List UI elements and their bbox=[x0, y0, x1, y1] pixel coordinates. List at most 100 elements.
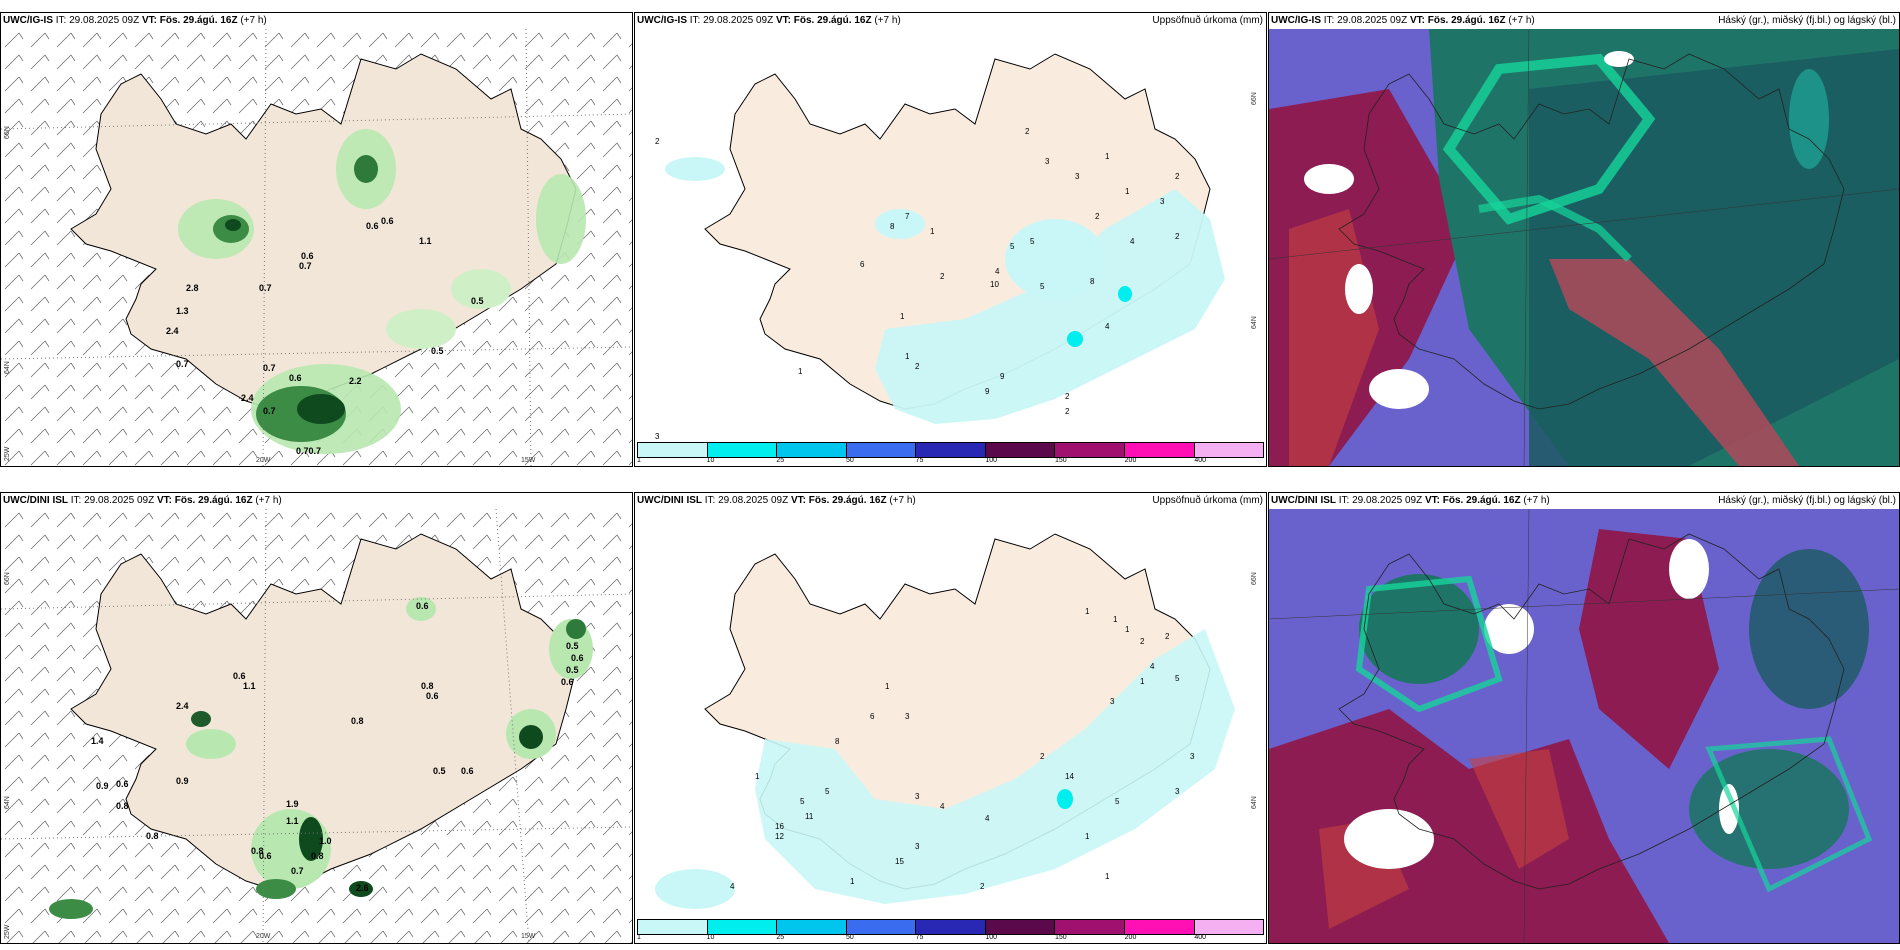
lon-label: 25W bbox=[4, 924, 11, 939]
precip-value: 5 bbox=[1030, 237, 1035, 246]
gust-value: 1.9 bbox=[286, 799, 299, 809]
gust-value: 0.6 bbox=[366, 221, 379, 231]
lon-label: 20W bbox=[256, 933, 271, 940]
precip-value: 5 bbox=[800, 797, 805, 806]
gust-value: 0.5 bbox=[433, 766, 446, 776]
colorbar-tick-label: 1 bbox=[637, 457, 641, 464]
precip-value: 8 bbox=[890, 222, 895, 231]
gust-value: 0.5 bbox=[566, 641, 579, 651]
precip-value: 4 bbox=[985, 814, 990, 823]
lat-label: 64N bbox=[4, 361, 11, 374]
precip-value: 5 bbox=[1010, 242, 1015, 251]
precip-value: 4 bbox=[1150, 662, 1155, 671]
colorbar-swatch bbox=[985, 443, 1056, 457]
lat-label: 64N bbox=[1251, 316, 1258, 329]
gust-value: 0.8 bbox=[251, 846, 264, 856]
lon-label: 25W bbox=[4, 446, 11, 461]
lon-label: 20W bbox=[256, 457, 271, 464]
gust-value: 0.7 bbox=[176, 359, 189, 369]
precip-value: 1 bbox=[900, 312, 905, 321]
colorbar-tick-label: 25 bbox=[776, 457, 785, 464]
precip-value: 15 bbox=[895, 857, 904, 866]
precip-value: 1 bbox=[1125, 625, 1130, 634]
colorbar-swatch bbox=[1194, 443, 1264, 457]
precip-value: 3 bbox=[915, 792, 920, 801]
precip-value: 1 bbox=[905, 352, 910, 361]
gust-value: 0.7 bbox=[291, 866, 304, 876]
lat-label: 64N bbox=[4, 796, 11, 809]
lon-label: 15W bbox=[521, 457, 536, 464]
precip-value: 1 bbox=[1140, 677, 1145, 686]
precip-value: 5 bbox=[1175, 674, 1180, 683]
panel-bot-cloud: UWC/DINI ISL IT: 29.08.2025 09Z VT: Fös.… bbox=[1268, 492, 1900, 944]
panel-field-label: Uppsöfnuð úrkoma (mm) bbox=[1152, 15, 1263, 26]
gust-value: 2.8 bbox=[186, 283, 199, 293]
precip-value: 2 bbox=[980, 882, 985, 891]
gust-value: 0.6 bbox=[561, 677, 574, 687]
precip-value: 14 bbox=[1065, 772, 1074, 781]
panel-field-label: Háský (gr.), miðský (fj.bl.) og lágský (… bbox=[1718, 15, 1896, 26]
panel-bot-wind: UWC/DINI ISL IT: 29.08.2025 09Z VT: Fös.… bbox=[0, 492, 633, 944]
gust-value: 1.1 bbox=[243, 681, 256, 691]
colorbar-swatch bbox=[846, 443, 917, 457]
precip-value: 1 bbox=[1113, 615, 1118, 624]
gust-value: 0.7 bbox=[263, 406, 276, 416]
precip-value: 1 bbox=[798, 367, 803, 376]
gust-value: 0.5 bbox=[471, 296, 484, 306]
precip-value: 16 bbox=[775, 822, 784, 831]
lon-label: 15W bbox=[521, 933, 536, 940]
colorbar-swatch bbox=[777, 443, 847, 457]
precip-map: 2 2 3 3 1 1 3 2 2 4 5 7 8 1 6 1 2 4 5 10 bbox=[635, 29, 1266, 440]
panel-title: UWC/IG-IS IT: 29.08.2025 09Z VT: Fös. 29… bbox=[637, 15, 901, 26]
colorbar-tick-label: 200 bbox=[1124, 934, 1137, 941]
panel-title: UWC/DINI ISL IT: 29.08.2025 09Z VT: Fös.… bbox=[637, 495, 916, 506]
panel-field-label: Uppsöfnuð úrkoma (mm) bbox=[1152, 495, 1263, 506]
precip-value: 3 bbox=[1175, 787, 1180, 796]
gust-value: 0.8 bbox=[421, 681, 434, 691]
precip-value: 3 bbox=[1075, 172, 1080, 181]
precip-value: 1 bbox=[1085, 832, 1090, 841]
gust-value: 0.6 bbox=[416, 601, 429, 611]
gust-value: 0.8 bbox=[351, 716, 364, 726]
precip-value: 9 bbox=[985, 387, 990, 396]
precip-value: 5 bbox=[1115, 797, 1120, 806]
precip-value: 6 bbox=[860, 260, 865, 269]
precip-colorbar: 1 10 25 50 75 100 150 200 400 bbox=[635, 917, 1266, 943]
precip-value: 8 bbox=[1090, 277, 1095, 286]
precip-value: 6 bbox=[870, 712, 875, 721]
precip-value: 2 bbox=[915, 362, 920, 371]
colorbar-tick-label: 1 bbox=[637, 934, 641, 941]
gust-value: 1.0 bbox=[319, 836, 332, 846]
cloud-map bbox=[1269, 509, 1899, 943]
precip-value: 1 bbox=[1085, 607, 1090, 616]
panel-title: UWC/IG-IS IT: 29.08.2025 09Z VT: Fös. 29… bbox=[1271, 15, 1535, 26]
colorbar-swatch bbox=[1194, 920, 1264, 934]
gust-value: 0.7 bbox=[263, 363, 276, 373]
precip-value: 9 bbox=[1000, 372, 1005, 381]
precip-value: 3 bbox=[915, 842, 920, 851]
precip-value: 3 bbox=[655, 432, 660, 440]
gust-value: 0.5 bbox=[566, 665, 579, 675]
precip-value: 3 bbox=[1190, 752, 1195, 761]
colorbar-swatch bbox=[916, 443, 986, 457]
cloud-map bbox=[1269, 29, 1899, 466]
precip-value: 5 bbox=[1040, 282, 1045, 291]
precip-value: 1 bbox=[850, 877, 855, 886]
colorbar-tick-label: 75 bbox=[915, 934, 924, 941]
colorbar-swatch bbox=[707, 920, 778, 934]
gust-value: 0.8 bbox=[311, 851, 324, 861]
colorbar-swatch bbox=[985, 920, 1056, 934]
precip-value: 12 bbox=[775, 832, 784, 841]
wind-gust-map: 0.6 0.7 0.6 1.1 0.5 0.7 0.5 0.7 2.4 0.6 … bbox=[1, 29, 632, 466]
gust-value: 0.5 bbox=[431, 346, 444, 356]
precip-value: 5 bbox=[825, 787, 830, 796]
precip-value: 4 bbox=[1130, 237, 1135, 246]
gust-value: 0.7 bbox=[259, 283, 272, 293]
colorbar-tick-label: 150 bbox=[1055, 934, 1067, 941]
colorbar-tick-label: 50 bbox=[846, 457, 854, 464]
precip-map: 1 1 1 2 2 1 1 3 4 5 6 3 8 1 5 16 11 12 5… bbox=[635, 509, 1266, 917]
precip-value: 2 bbox=[655, 137, 660, 146]
precip-value: 4 bbox=[940, 802, 945, 811]
colorbar-tick-label: 400 bbox=[1194, 934, 1207, 941]
gust-value: 0.6 bbox=[301, 251, 314, 261]
